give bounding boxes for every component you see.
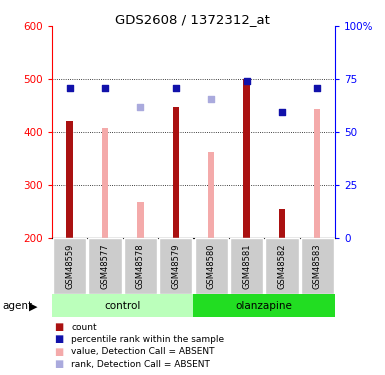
Text: value, Detection Call = ABSENT: value, Detection Call = ABSENT <box>71 347 215 356</box>
Point <box>102 85 108 91</box>
Point <box>243 78 249 84</box>
Bar <box>52 294 193 317</box>
Text: ■: ■ <box>54 322 63 332</box>
Text: GSM48578: GSM48578 <box>136 243 145 289</box>
Point <box>314 85 320 91</box>
Bar <box>265 238 298 294</box>
Bar <box>124 238 157 294</box>
Text: olanzapine: olanzapine <box>236 301 293 310</box>
Text: GDS2608 / 1372312_at: GDS2608 / 1372312_at <box>115 13 270 26</box>
Text: ■: ■ <box>54 359 63 369</box>
Bar <box>67 120 73 238</box>
Text: GSM48581: GSM48581 <box>242 243 251 289</box>
Text: count: count <box>71 322 97 332</box>
Bar <box>208 152 214 238</box>
Text: ■: ■ <box>54 334 63 344</box>
Bar <box>137 202 144 238</box>
Text: rank, Detection Call = ABSENT: rank, Detection Call = ABSENT <box>71 360 210 369</box>
Point <box>279 109 285 115</box>
Bar <box>159 238 192 294</box>
Text: percentile rank within the sample: percentile rank within the sample <box>71 335 224 344</box>
Bar <box>301 238 334 294</box>
Bar <box>314 110 320 238</box>
Point <box>208 96 214 102</box>
Text: GSM48577: GSM48577 <box>100 243 110 289</box>
Text: GSM48579: GSM48579 <box>171 243 180 289</box>
Text: ■: ■ <box>54 347 63 357</box>
Text: agent: agent <box>2 302 32 311</box>
Text: control: control <box>105 301 141 310</box>
Bar <box>89 238 122 294</box>
Text: GSM48582: GSM48582 <box>277 243 286 289</box>
Bar <box>279 209 285 238</box>
Bar <box>53 238 86 294</box>
Text: GSM48583: GSM48583 <box>313 243 322 289</box>
Text: ▶: ▶ <box>29 302 37 311</box>
Point <box>67 85 73 91</box>
Bar <box>193 294 335 317</box>
Point <box>173 85 179 91</box>
Bar <box>194 238 228 294</box>
Point <box>137 104 144 110</box>
Text: GSM48580: GSM48580 <box>207 243 216 289</box>
Bar <box>230 238 263 294</box>
Bar <box>172 107 179 238</box>
Bar <box>102 129 108 238</box>
Bar <box>243 79 250 238</box>
Text: GSM48559: GSM48559 <box>65 244 74 289</box>
